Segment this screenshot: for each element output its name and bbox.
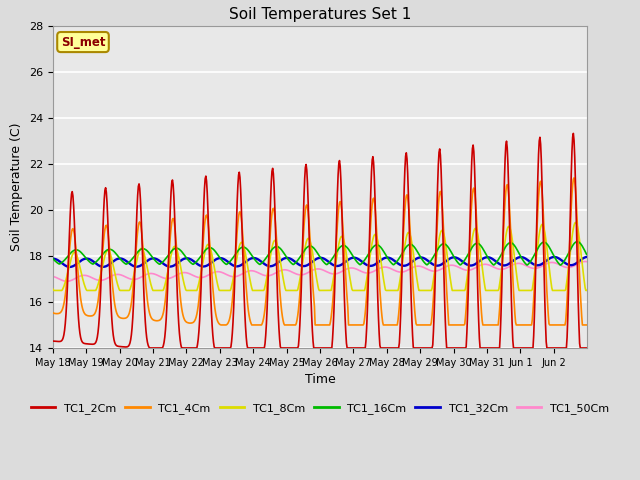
Y-axis label: Soil Temperature (C): Soil Temperature (C) bbox=[10, 123, 23, 251]
X-axis label: Time: Time bbox=[305, 373, 335, 386]
Legend: TC1_2Cm, TC1_4Cm, TC1_8Cm, TC1_16Cm, TC1_32Cm, TC1_50Cm: TC1_2Cm, TC1_4Cm, TC1_8Cm, TC1_16Cm, TC1… bbox=[26, 398, 614, 419]
Title: Soil Temperatures Set 1: Soil Temperatures Set 1 bbox=[229, 7, 411, 22]
Text: SI_met: SI_met bbox=[61, 36, 105, 48]
